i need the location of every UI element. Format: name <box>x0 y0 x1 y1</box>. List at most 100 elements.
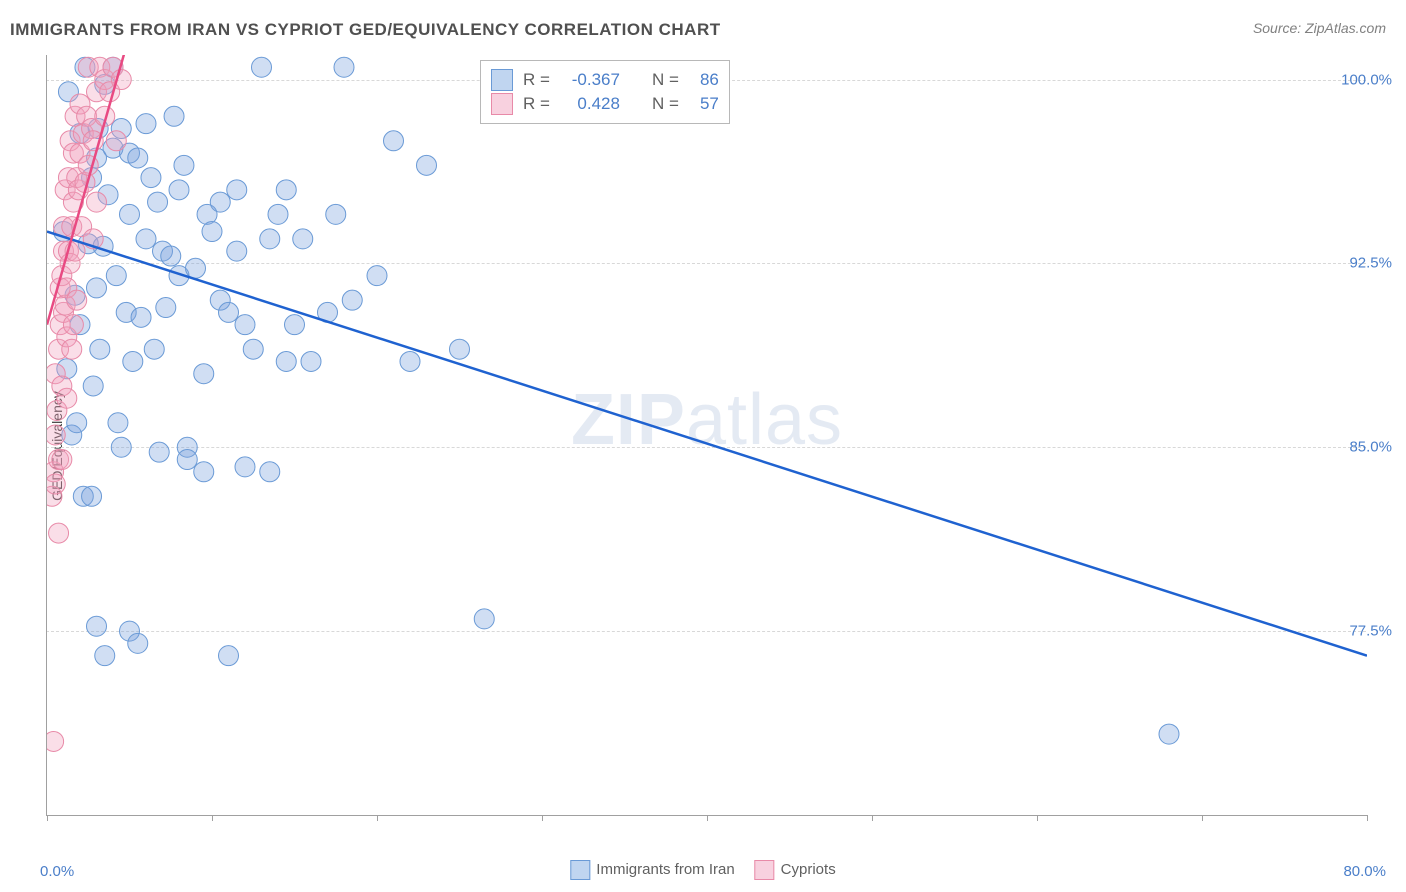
data-point <box>210 192 230 212</box>
n-value: 86 <box>689 70 719 90</box>
data-point <box>285 315 305 335</box>
data-point <box>367 266 387 286</box>
data-point <box>417 155 437 175</box>
plot-area: ZIPatlas <box>46 55 1367 816</box>
data-point <box>47 474 65 494</box>
data-point <box>148 192 168 212</box>
data-point <box>326 204 346 224</box>
data-point <box>194 462 214 482</box>
r-label: R = <box>523 94 550 114</box>
data-point <box>123 351 143 371</box>
x-tick <box>1367 815 1368 821</box>
data-point <box>293 229 313 249</box>
x-tick <box>542 815 543 821</box>
series-label: Immigrants from Iran <box>596 861 734 878</box>
data-point <box>227 241 247 261</box>
data-point <box>202 222 222 242</box>
data-point <box>136 114 156 134</box>
legend-row: R = -0.367 N = 86 <box>491 69 719 91</box>
x-axis-max-label: 80.0% <box>1343 863 1386 880</box>
data-point <box>400 351 420 371</box>
data-point <box>169 180 189 200</box>
data-point <box>164 106 184 126</box>
data-point <box>384 131 404 151</box>
data-point <box>450 339 470 359</box>
n-value: 57 <box>689 94 719 114</box>
chart-title: IMMIGRANTS FROM IRAN VS CYPRIOT GED/EQUI… <box>10 20 721 40</box>
data-point <box>111 437 131 457</box>
data-point <box>260 462 280 482</box>
data-point <box>156 298 176 318</box>
data-point <box>219 302 239 322</box>
data-point <box>62 339 82 359</box>
data-point <box>186 258 206 278</box>
x-tick <box>707 815 708 821</box>
data-point <box>235 315 255 335</box>
series-legend: Immigrants from Iran Cypriots <box>570 860 835 880</box>
data-point <box>106 131 126 151</box>
x-tick <box>872 815 873 821</box>
legend-swatch <box>755 860 775 880</box>
data-point <box>301 351 321 371</box>
data-point <box>67 290 87 310</box>
data-point <box>227 180 247 200</box>
data-point <box>194 364 214 384</box>
data-point <box>334 57 354 77</box>
data-point <box>131 307 151 327</box>
data-point <box>47 731 64 751</box>
source-attribution: Source: ZipAtlas.com <box>1253 20 1386 36</box>
scatter-svg <box>47 55 1367 815</box>
x-tick <box>47 815 48 821</box>
data-point <box>87 192 107 212</box>
data-point <box>47 425 65 445</box>
x-tick <box>1037 815 1038 821</box>
legend-swatch <box>491 93 513 115</box>
r-value: -0.367 <box>560 70 620 90</box>
data-point <box>52 450 72 470</box>
data-point <box>149 442 169 462</box>
data-point <box>144 339 164 359</box>
data-point <box>161 246 181 266</box>
data-point <box>90 339 110 359</box>
data-point <box>108 413 128 433</box>
data-point <box>67 413 87 433</box>
data-point <box>63 315 83 335</box>
data-point <box>57 388 77 408</box>
data-point <box>95 646 115 666</box>
series-label: Cypriots <box>781 861 836 878</box>
legend-swatch <box>570 860 590 880</box>
data-point <box>235 457 255 477</box>
x-tick <box>377 815 378 821</box>
data-point <box>82 486 102 506</box>
trend-line <box>47 232 1367 656</box>
series-legend-item: Immigrants from Iran <box>570 860 734 880</box>
x-tick <box>1202 815 1203 821</box>
data-point <box>177 450 197 470</box>
data-point <box>49 523 69 543</box>
data-point <box>1159 724 1179 744</box>
n-label: N = <box>652 70 679 90</box>
data-point <box>474 609 494 629</box>
data-point <box>120 204 140 224</box>
data-point <box>87 278 107 298</box>
series-legend-item: Cypriots <box>755 860 836 880</box>
data-point <box>128 633 148 653</box>
data-point <box>87 616 107 636</box>
data-point <box>342 290 362 310</box>
r-value: 0.428 <box>560 94 620 114</box>
data-point <box>174 155 194 175</box>
data-point <box>219 646 239 666</box>
data-point <box>268 204 288 224</box>
r-label: R = <box>523 70 550 90</box>
data-point <box>83 376 103 396</box>
x-tick <box>212 815 213 821</box>
correlation-legend: R =-0.367N =86R =0.428N =57 <box>480 60 730 124</box>
legend-swatch <box>491 69 513 91</box>
x-axis-min-label: 0.0% <box>40 863 74 880</box>
data-point <box>141 168 161 188</box>
data-point <box>136 229 156 249</box>
legend-row: R =0.428N =57 <box>491 93 719 115</box>
data-point <box>276 180 296 200</box>
data-point <box>276 351 296 371</box>
data-point <box>128 148 148 168</box>
